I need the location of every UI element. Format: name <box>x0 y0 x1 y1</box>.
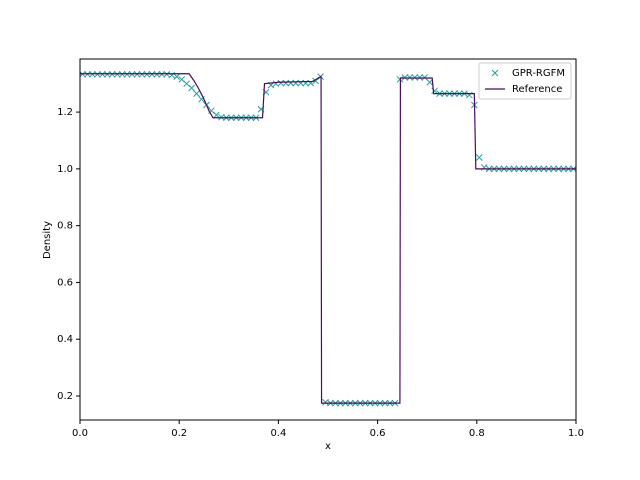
x-tick-label: 0.0 <box>72 428 88 439</box>
marker <box>277 79 285 87</box>
marker <box>475 154 483 161</box>
x-axis-label: x <box>325 441 331 452</box>
y-tick-label: 1.2 <box>57 107 73 118</box>
marker <box>173 73 181 80</box>
y-tick-label: 0.8 <box>57 221 73 232</box>
x-tick-label: 0.6 <box>370 428 386 439</box>
legend-box <box>478 62 572 100</box>
marker <box>426 78 434 86</box>
marker <box>188 84 195 92</box>
axes-frame <box>79 58 577 421</box>
legend-marker <box>491 69 499 77</box>
y-tick-label: 0.6 <box>57 277 73 288</box>
x-tick-label: 0.2 <box>171 428 187 439</box>
marker <box>168 71 176 79</box>
marker <box>466 91 473 99</box>
legend-label: Reference <box>512 84 562 95</box>
marker <box>292 79 300 87</box>
y-axis-label: Density <box>42 221 53 259</box>
x-tick-label: 0.4 <box>270 428 286 439</box>
marker <box>193 90 200 97</box>
marker <box>287 79 295 87</box>
legend-label: GPR-RGFM <box>512 68 565 79</box>
plot-area <box>80 70 576 407</box>
y-tick-label: 0.2 <box>57 391 73 402</box>
y-tick-label: 1.0 <box>57 164 73 175</box>
line <box>80 73 576 404</box>
x-tick-label: 1.0 <box>568 428 584 439</box>
marker <box>282 79 290 87</box>
marker <box>213 111 220 119</box>
x-tick-label: 0.8 <box>469 428 485 439</box>
marker <box>480 164 488 171</box>
y-tick-label: 0.4 <box>57 334 73 345</box>
marker <box>297 79 305 87</box>
